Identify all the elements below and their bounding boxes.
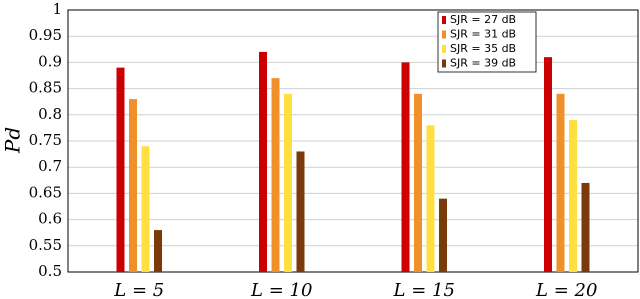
bar bbox=[141, 146, 150, 272]
bar bbox=[271, 78, 280, 273]
legend-swatch bbox=[442, 59, 446, 68]
bar bbox=[581, 182, 590, 272]
bar bbox=[544, 57, 552, 272]
x-tick-label: L = 15 bbox=[393, 280, 455, 299]
legend-label: SJR = 35 dB bbox=[450, 42, 516, 55]
x-tick-label: L = 10 bbox=[250, 280, 312, 299]
y-tick-label: 0.95 bbox=[29, 26, 62, 44]
bar bbox=[154, 230, 162, 272]
legend-label: SJR = 27 dB bbox=[450, 13, 516, 26]
y-axis-label: Pd bbox=[1, 127, 25, 154]
y-tick-label: 1 bbox=[52, 0, 62, 18]
bar bbox=[296, 151, 305, 272]
x-tick-label: L = 5 bbox=[113, 280, 164, 299]
plot-frame bbox=[67, 9, 639, 273]
bar bbox=[116, 67, 125, 272]
bar bbox=[439, 198, 447, 272]
y-tick-label: 0.75 bbox=[29, 131, 62, 149]
bar bbox=[284, 93, 292, 272]
y-tick-label: 0.7 bbox=[38, 157, 62, 175]
y-tick-label: 0.8 bbox=[38, 105, 62, 123]
y-tick-label: 0.5 bbox=[38, 262, 62, 280]
legend-swatch bbox=[442, 16, 446, 24]
y-tick-label: 0.6 bbox=[38, 210, 62, 228]
y-tick-label: 0.65 bbox=[29, 183, 62, 201]
bar bbox=[401, 62, 410, 273]
y-tick-label: 0.55 bbox=[29, 236, 62, 254]
legend-label: SJR = 31 dB bbox=[450, 28, 516, 41]
bar bbox=[129, 99, 137, 272]
y-tick-label: 0.85 bbox=[29, 79, 62, 97]
x-tick-label: L = 20 bbox=[535, 280, 597, 299]
bar bbox=[569, 120, 577, 272]
bar bbox=[556, 93, 565, 272]
legend-label: SJR = 39 dB bbox=[450, 57, 516, 70]
bar bbox=[426, 125, 435, 272]
bar bbox=[259, 51, 267, 272]
y-tick-label: 0.9 bbox=[38, 52, 62, 70]
legend-swatch bbox=[442, 30, 446, 39]
legend-swatch bbox=[442, 45, 446, 53]
legend-box bbox=[437, 11, 537, 73]
bar bbox=[414, 93, 422, 272]
